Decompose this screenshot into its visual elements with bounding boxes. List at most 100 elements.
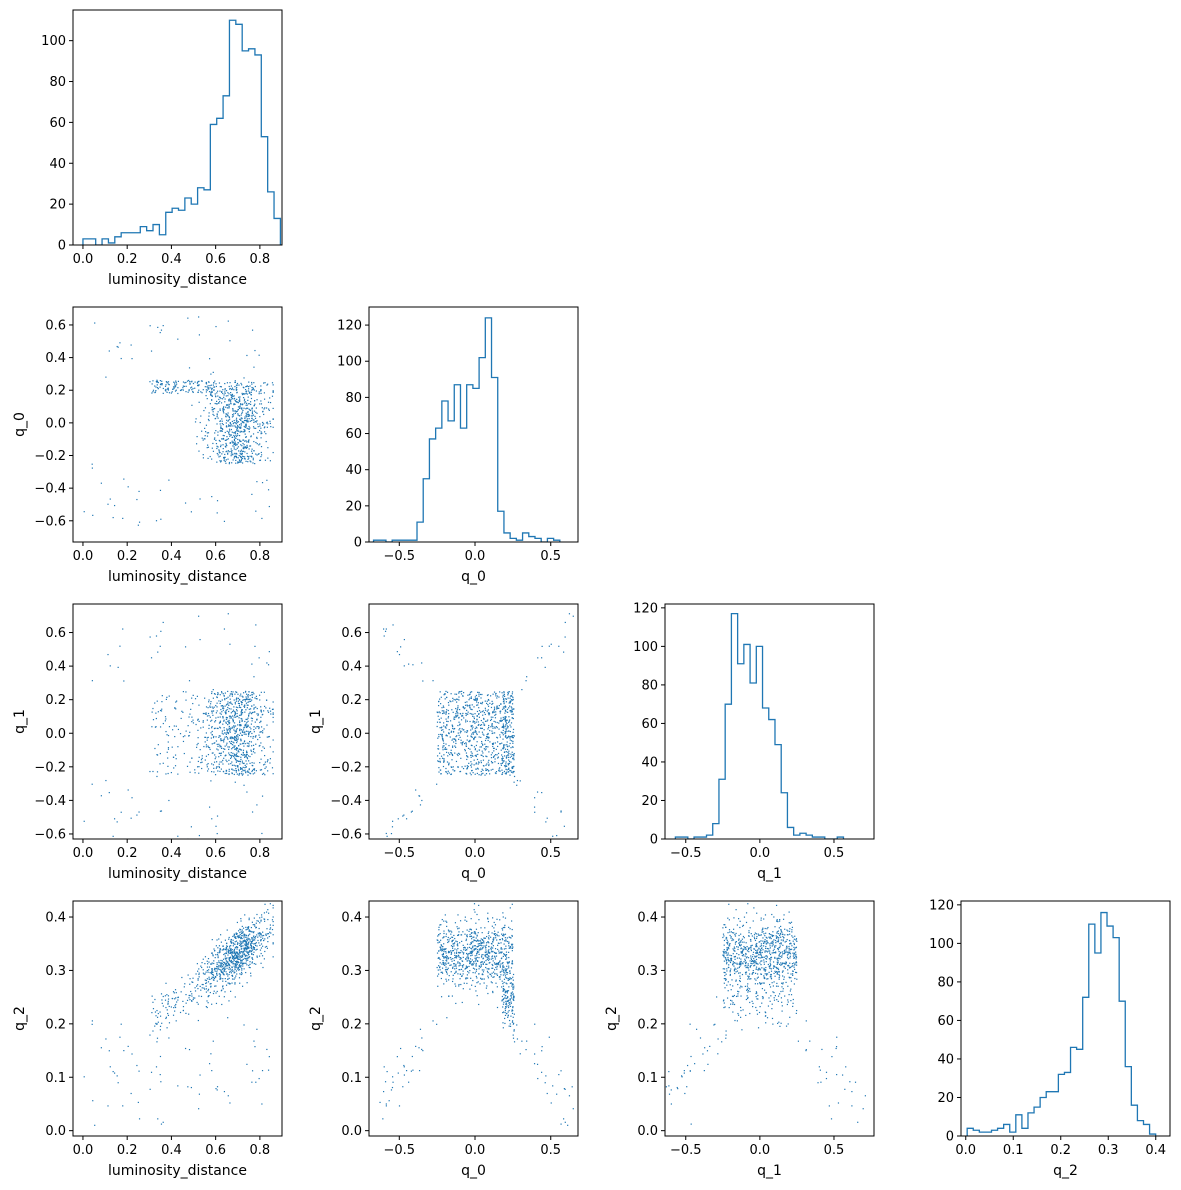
scatter-point <box>480 711 482 713</box>
scatter-point <box>265 707 267 709</box>
scatter-point <box>262 764 265 766</box>
scatter-point <box>246 704 248 706</box>
scatter-point <box>499 960 501 962</box>
scatter-point <box>499 691 501 693</box>
scatter-point <box>466 705 469 707</box>
scatter-point <box>221 391 223 393</box>
scatter-point <box>167 995 170 997</box>
scatter-point <box>465 938 468 940</box>
scatter-point <box>485 966 487 969</box>
scatter-point <box>244 458 246 460</box>
scatter-point <box>168 479 170 481</box>
scatter-point <box>241 404 244 406</box>
scatter-point <box>445 963 447 965</box>
scatter-point <box>237 702 240 704</box>
scatter-point <box>200 989 202 991</box>
scatter-point <box>225 451 227 453</box>
scatter-point <box>246 697 248 699</box>
scatter-point <box>480 927 482 929</box>
scatter-point <box>502 970 505 972</box>
y-tick-label: 60 <box>49 116 66 131</box>
scatter-point <box>260 390 262 392</box>
scatter-point <box>221 422 223 425</box>
scatter-point <box>159 1073 161 1076</box>
scatter-point <box>469 943 471 946</box>
scatter-point <box>498 768 500 770</box>
scatter-point <box>457 973 459 975</box>
scatter-point <box>116 345 118 348</box>
scatter-point <box>470 751 472 753</box>
scatter-point <box>456 949 458 951</box>
scatter-point <box>220 460 222 462</box>
scatter-point <box>237 943 239 945</box>
scatter-point <box>266 699 268 701</box>
scatter-point <box>230 394 232 396</box>
scatter-point <box>241 455 243 457</box>
scatter-point <box>466 966 469 968</box>
scatter-point <box>244 705 246 707</box>
scatter-point <box>465 719 467 721</box>
scatter-point <box>119 645 121 647</box>
scatter-point <box>503 707 505 710</box>
y-tick-label: 0.2 <box>45 1017 66 1032</box>
scatter-point <box>503 695 506 697</box>
scatter-point <box>256 481 258 483</box>
scatter-point <box>243 731 245 733</box>
scatter-point <box>205 381 208 384</box>
scatter-point <box>226 407 229 409</box>
scatter-point <box>243 377 245 379</box>
scatter-point <box>218 752 220 754</box>
scatter-point <box>261 432 263 434</box>
scatter-point <box>450 773 452 776</box>
scatter-point <box>230 962 232 964</box>
scatter-point <box>257 932 259 934</box>
scatter-point <box>191 993 193 995</box>
scatter-point <box>512 731 514 733</box>
scatter-point <box>508 936 510 938</box>
scatter-point <box>241 734 243 737</box>
scatter-point <box>242 754 244 756</box>
scatter-point <box>513 775 516 778</box>
scatter-point <box>265 911 268 913</box>
scatter-point <box>493 711 495 713</box>
scatter-point <box>224 392 226 395</box>
scatter-point <box>225 425 228 428</box>
scatter-point <box>254 721 256 723</box>
scatter-point <box>236 962 238 964</box>
scatter-point <box>235 709 238 711</box>
scatter-point <box>460 957 462 959</box>
scatter-point <box>232 752 234 754</box>
scatter-point <box>248 441 250 443</box>
scatter-point <box>240 424 242 426</box>
scatter-point <box>469 969 471 972</box>
scatter-point <box>238 407 241 410</box>
scatter-point <box>447 752 450 754</box>
scatter-point <box>247 428 249 430</box>
scatter-point <box>269 928 271 930</box>
scatter-point <box>272 916 274 918</box>
scatter-point <box>468 705 470 707</box>
scatter-point <box>224 697 226 700</box>
scatter-point <box>441 712 444 715</box>
scatter-point <box>474 749 476 751</box>
histogram-bin <box>504 533 510 542</box>
scatter-point <box>270 426 272 428</box>
scatter-point <box>454 942 456 944</box>
scatter-point <box>505 732 507 734</box>
scatter-point <box>208 976 210 978</box>
scatter-point <box>506 748 509 751</box>
scatter-point <box>447 962 449 964</box>
scatter-point <box>197 729 199 731</box>
scatter-point <box>466 709 468 712</box>
histogram-bin <box>121 233 127 245</box>
scatter-point <box>116 1075 118 1077</box>
scatter-point <box>225 759 227 761</box>
scatter-point <box>211 726 213 728</box>
scatter-point <box>218 700 220 702</box>
scatter-point <box>269 903 271 905</box>
scatter-point <box>242 431 244 433</box>
scatter-point <box>228 754 231 756</box>
scatter-point <box>221 398 224 400</box>
scatter-point <box>224 439 226 441</box>
